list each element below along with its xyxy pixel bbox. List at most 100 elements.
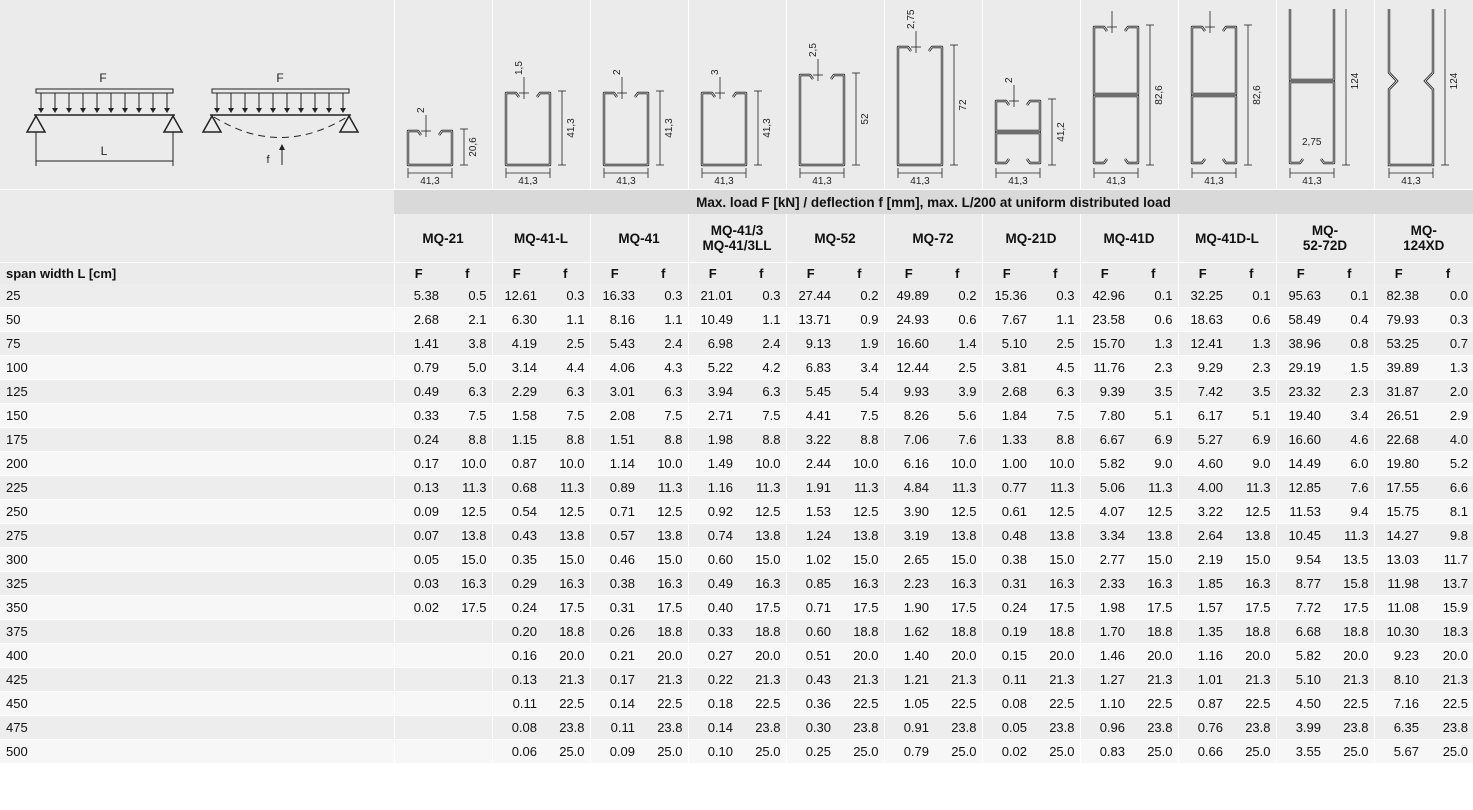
deflection-value: 9.8	[1423, 523, 1473, 548]
load-value: 0.11	[589, 715, 639, 740]
deflection-value: 11.3	[639, 475, 688, 500]
deflection-value: 0.0	[1423, 284, 1473, 308]
deflection-value: 16.3	[541, 571, 590, 596]
deflection-value	[443, 715, 492, 740]
load-value: 1.85	[1177, 571, 1227, 596]
deflection-value: 22.5	[639, 691, 688, 716]
deflection-value	[443, 643, 492, 668]
deflection-value: 3.5	[1227, 379, 1276, 404]
load-value: 10.30	[1373, 619, 1423, 644]
load-value: 0.57	[589, 523, 639, 548]
span-width-cell: 225	[0, 475, 394, 500]
load-value: 0.25	[785, 739, 835, 764]
load-value: 0.92	[687, 499, 737, 524]
deflection-column-header: f	[1325, 262, 1374, 284]
deflection-value: 15.0	[737, 547, 786, 572]
load-value: 2.68	[393, 307, 443, 332]
deflection-value: 20.0	[835, 643, 884, 668]
load-value: 31.87	[1373, 379, 1423, 404]
deflection-value: 10.0	[933, 451, 982, 476]
deflection-value: 22.5	[1031, 691, 1080, 716]
load-value: 23.32	[1275, 379, 1325, 404]
width-dimension: 41,3	[1401, 176, 1421, 185]
deflection-value: 0.3	[737, 284, 786, 308]
load-value: 1.91	[785, 475, 835, 500]
load-value: 0.89	[589, 475, 639, 500]
load-value: 4.07	[1079, 499, 1129, 524]
load-value: 5.06	[1079, 475, 1129, 500]
load-value: 15.75	[1373, 499, 1423, 524]
load-value: 1.98	[687, 427, 737, 452]
load-value: 21.01	[687, 284, 737, 308]
load-value: 18.63	[1177, 307, 1227, 332]
load-value	[393, 715, 443, 740]
load-value: 1.84	[981, 403, 1031, 428]
deflection-value: 12.5	[541, 499, 590, 524]
load-value: 0.60	[785, 619, 835, 644]
load-value: 0.71	[785, 595, 835, 620]
load-value: 39.89	[1373, 355, 1423, 380]
load-column-header: F	[1177, 262, 1227, 284]
load-value: 5.22	[687, 355, 737, 380]
deflection-value: 5.0	[443, 355, 492, 380]
deflection-value: 18.3	[1423, 619, 1473, 644]
deflection-value: 10.0	[541, 451, 590, 476]
product-name: MQ-52	[785, 214, 884, 263]
deflection-value: 23.8	[541, 715, 590, 740]
load-value: 2.77	[1079, 547, 1129, 572]
load-column-header: F	[393, 262, 443, 284]
deflection-column-header: f	[443, 262, 492, 284]
deflection-value: 13.7	[1423, 571, 1473, 596]
deflection-value: 17.5	[737, 595, 786, 620]
load-value: 2.64	[1177, 523, 1227, 548]
deflection-value: 15.0	[835, 547, 884, 572]
load-value: 0.83	[1079, 739, 1129, 764]
load-value: 1.40	[883, 643, 933, 668]
deflection-value	[443, 667, 492, 692]
load-value: 1.98	[1079, 595, 1129, 620]
load-column-header: F	[785, 262, 835, 284]
deflection-value: 11.3	[443, 475, 492, 500]
deflection-value: 12.5	[737, 499, 786, 524]
deflection-value	[443, 691, 492, 716]
deflection-value: 25.0	[1325, 739, 1374, 764]
deflection-value: 16.3	[933, 571, 982, 596]
deflection-value: 7.6	[933, 427, 982, 452]
deflection-value: 16.3	[835, 571, 884, 596]
deflection-value: 12.5	[835, 499, 884, 524]
table-row: 475 0.08 23.8 0.11 23.8 0.14 23.8 0.30 23.8 0.91 2…	[0, 715, 1473, 740]
load-value: 38.96	[1275, 331, 1325, 356]
load-value: 5.27	[1177, 427, 1227, 452]
deflection-value: 13.8	[835, 523, 884, 548]
deflection-value: 0.6	[1129, 307, 1178, 332]
deflection-value: 4.3	[639, 355, 688, 380]
load-value: 24.93	[883, 307, 933, 332]
load-value: 1.62	[883, 619, 933, 644]
deflection-value: 11.3	[1031, 475, 1080, 500]
load-value: 0.87	[491, 451, 541, 476]
load-value: 7.42	[1177, 379, 1227, 404]
deflection-value: 11.3	[1227, 475, 1276, 500]
profile-figure-mq-52: 2,5 52 41,3	[785, 0, 884, 190]
deflection-value: 21.3	[639, 667, 688, 692]
load-value: 0.09	[589, 739, 639, 764]
load-value: 0.96	[1079, 715, 1129, 740]
span-width-cell: 375	[0, 619, 394, 644]
span-width-cell: 75	[0, 331, 394, 356]
deflection-value: 10.0	[639, 451, 688, 476]
deflection-value: 0.9	[835, 307, 884, 332]
load-value: 1.02	[785, 547, 835, 572]
profile-mq-21d: 2 41,2 41,3	[994, 77, 1067, 185]
width-dimension: 41,3	[1008, 176, 1028, 185]
deflection-value: 3.9	[933, 379, 982, 404]
deflection-value: 0.6	[1227, 307, 1276, 332]
load-value: 95.63	[1275, 284, 1325, 308]
deflection-value: 4.4	[541, 355, 590, 380]
deflection-value: 15.0	[639, 547, 688, 572]
deflection-value: 0.1	[1129, 284, 1178, 308]
deflection-value: 3.5	[1129, 379, 1178, 404]
deflection-value: 7.5	[737, 403, 786, 428]
height-dimension: 41,2	[1056, 122, 1067, 142]
deflection-value: 1.1	[541, 307, 590, 332]
load-column-header: F	[687, 262, 737, 284]
